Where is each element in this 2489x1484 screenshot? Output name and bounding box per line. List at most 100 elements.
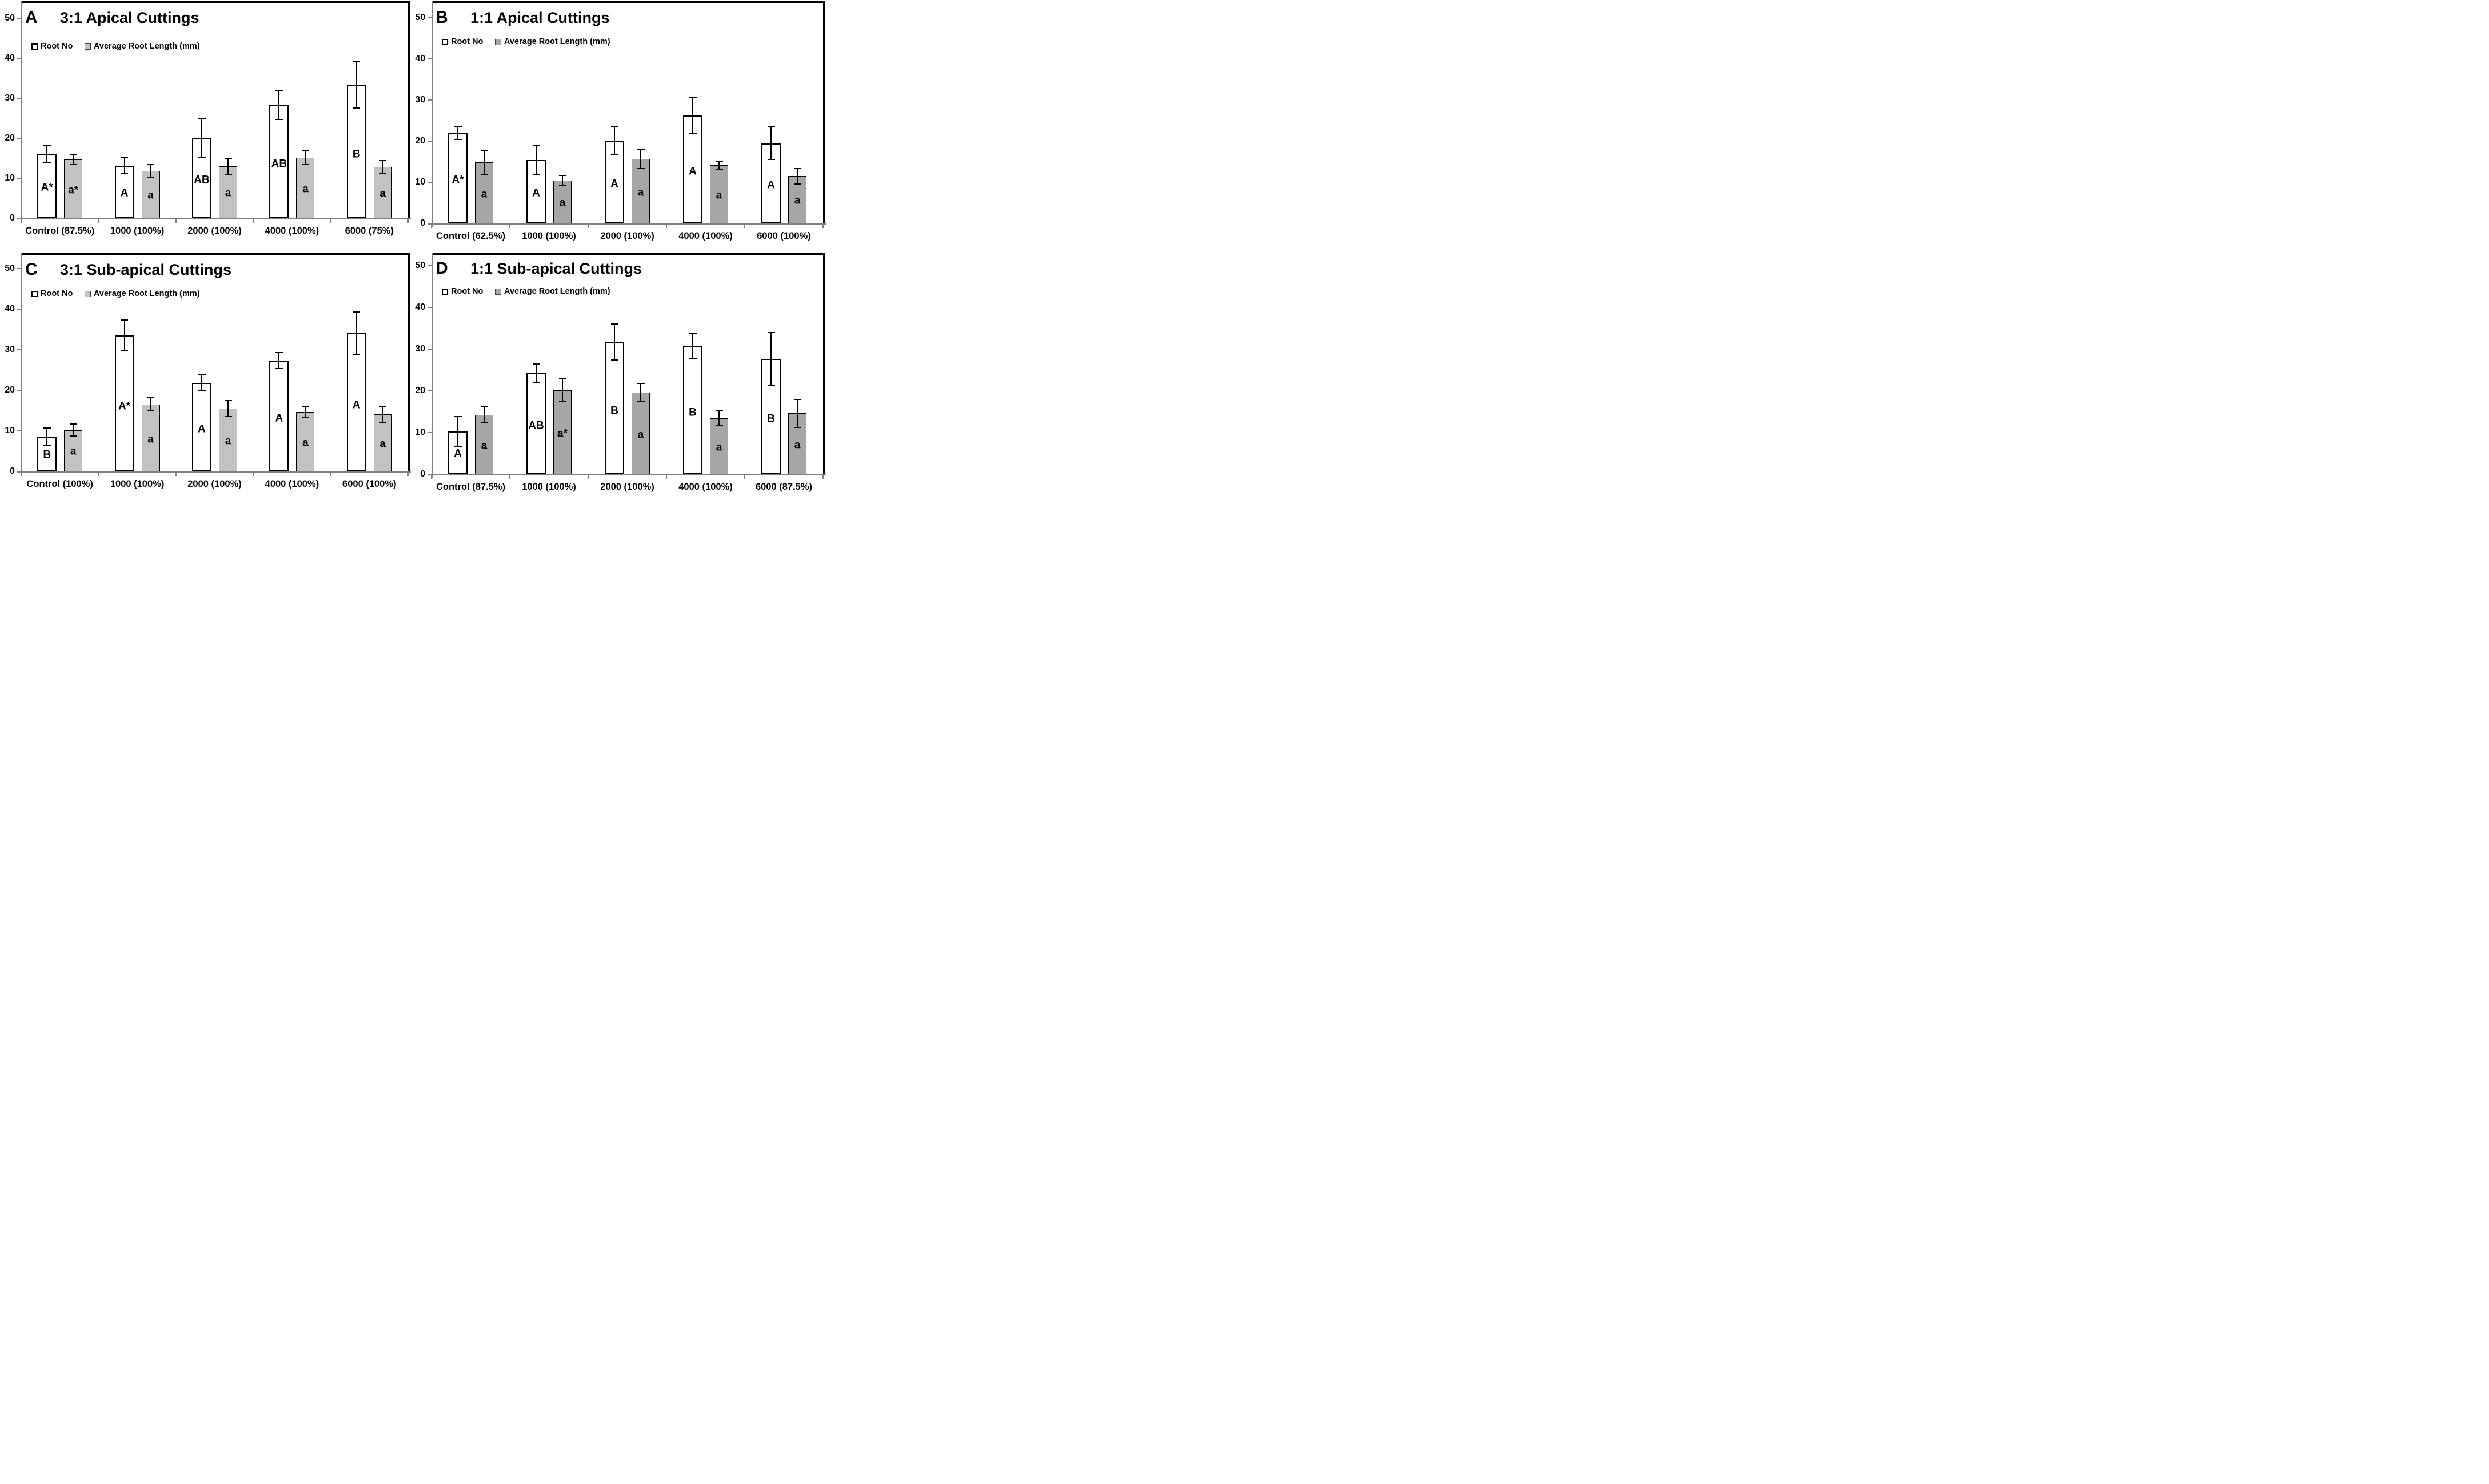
x-category-label: 2000 (100%) [187, 226, 242, 236]
error-bar-cap-top [532, 145, 540, 146]
plot-border-top [21, 1, 409, 3]
y-tick [17, 178, 21, 179]
bar-significance-letter: a [147, 433, 154, 446]
legend-label-avg-root-length: Average Root Length (mm) [94, 42, 200, 51]
error-bar-cap-bottom [793, 426, 801, 428]
x-tick [744, 474, 745, 479]
bar-significance-letter: a [379, 187, 386, 200]
error-bar-cap-top [69, 423, 77, 425]
error-bar-cap-bottom [353, 107, 361, 109]
error-bar-cap-bottom [301, 164, 309, 166]
panel-a: 0 10 20 30 40 50 A 3:1 Apical Cuttings Root No Av… [0, 0, 415, 247]
y-tick [17, 218, 21, 219]
panel-title: 3:1 Sub-apical Cuttings [60, 261, 232, 278]
error-bar-cap-bottom [454, 139, 462, 141]
y-tick [17, 430, 21, 431]
legend-label-avg-root-length: Average Root Length (mm) [94, 289, 200, 298]
error-bar-line [201, 375, 202, 391]
error-bar-cap-top [610, 126, 618, 127]
legend-label-root-no: Root No [451, 37, 484, 46]
error-bar-cap-top [43, 427, 51, 429]
error-bar-line [562, 378, 563, 402]
error-bar-cap-top [767, 126, 775, 127]
x-tick [822, 223, 824, 228]
panel-d: 0 10 20 30 40 50 D 1:1 Sub-apical Cuttings Root … [415, 247, 830, 495]
x-tick [509, 474, 510, 479]
x-category-label: 4000 (100%) [265, 479, 319, 489]
error-bar-cap-bottom [43, 162, 51, 164]
bar-significance-letter: B [689, 406, 697, 419]
y-tick-label: 30 [415, 344, 425, 354]
error-bar-cap-bottom [715, 168, 723, 170]
panel-c: 0 10 20 30 40 50 C 3:1 Sub-apical Cuttings Root … [0, 247, 415, 495]
y-tick [428, 17, 432, 18]
bar-significance-letter: B [610, 405, 618, 417]
legend-label-avg-root-length: Average Root Length (mm) [504, 287, 610, 296]
error-bar-cap-bottom [379, 422, 387, 423]
bar-significance-letter: B [352, 148, 361, 161]
error-bar-cap-bottom [69, 164, 77, 166]
y-tick [428, 432, 432, 433]
x-tick [509, 223, 510, 228]
error-bar-cap-bottom [121, 350, 129, 352]
bar-root-no [269, 105, 289, 218]
bar-significance-letter: A* [118, 400, 131, 413]
error-bar-cap-top [454, 415, 462, 417]
x-tick [21, 218, 22, 223]
y-tick-label: 50 [415, 261, 425, 270]
bar-avg-root-length [296, 412, 315, 471]
x-tick [98, 218, 99, 223]
legend-swatch-root-no [442, 39, 448, 45]
bar-avg-root-length [632, 158, 650, 223]
x-category-label: 2000 (100%) [187, 479, 242, 489]
bar-root-no [605, 342, 624, 474]
error-bar-cap-bottom [558, 185, 566, 186]
legend-swatch-avg-root-length [495, 289, 501, 295]
error-bar-cap-top [558, 378, 566, 379]
bar-avg-root-length [553, 181, 572, 223]
y-tick-label: 0 [10, 213, 15, 223]
bar-significance-letter: a* [557, 427, 568, 440]
error-bar-cap-bottom [610, 154, 618, 156]
error-bar-cap-bottom [689, 133, 697, 134]
error-bar-cap-top [147, 163, 155, 165]
error-bar-cap-bottom [224, 416, 232, 418]
plot-border-right [408, 253, 410, 471]
panel-title: 1:1 Sub-apical Cuttings [470, 260, 642, 277]
error-bar-line [227, 400, 229, 417]
panel-letter: D [436, 259, 448, 278]
bar-significance-letter: A* [452, 174, 464, 186]
y-tick-label: 20 [415, 136, 425, 146]
bar-significance-letter: A [454, 447, 462, 460]
y-tick-label: 40 [415, 302, 425, 312]
error-bar-cap-top [198, 118, 206, 120]
error-bar-line [355, 61, 357, 108]
x-category-label: 4000 (100%) [265, 226, 319, 236]
x-tick [253, 218, 254, 223]
error-bar-cap-top [610, 323, 618, 325]
y-tick [17, 98, 21, 99]
y-tick-label: 50 [415, 13, 425, 22]
y-tick [428, 182, 432, 183]
bar-significance-letter: A [198, 423, 206, 435]
bar-root-no [192, 383, 211, 471]
error-bar-cap-bottom [224, 174, 232, 175]
error-bar-line [278, 352, 280, 369]
y-tick [17, 349, 21, 350]
x-axis-line [428, 474, 826, 475]
y-axis-line [21, 1, 22, 222]
y-tick-label: 0 [420, 218, 425, 228]
error-bar-cap-top [379, 159, 387, 161]
x-category-label: 2000 (100%) [600, 231, 654, 241]
error-bar-cap-bottom [767, 159, 775, 161]
y-tick-label: 10 [415, 177, 425, 187]
y-tick-label: 30 [5, 93, 15, 103]
plot-border-top [432, 1, 824, 3]
error-bar-cap-bottom [43, 445, 51, 447]
x-category-label: 1000 (100%) [110, 226, 165, 236]
error-bar-cap-bottom [637, 401, 645, 402]
y-tick [17, 138, 21, 139]
error-bar-cap-bottom [301, 417, 309, 419]
error-bar-line [305, 406, 306, 418]
x-tick [822, 474, 824, 479]
